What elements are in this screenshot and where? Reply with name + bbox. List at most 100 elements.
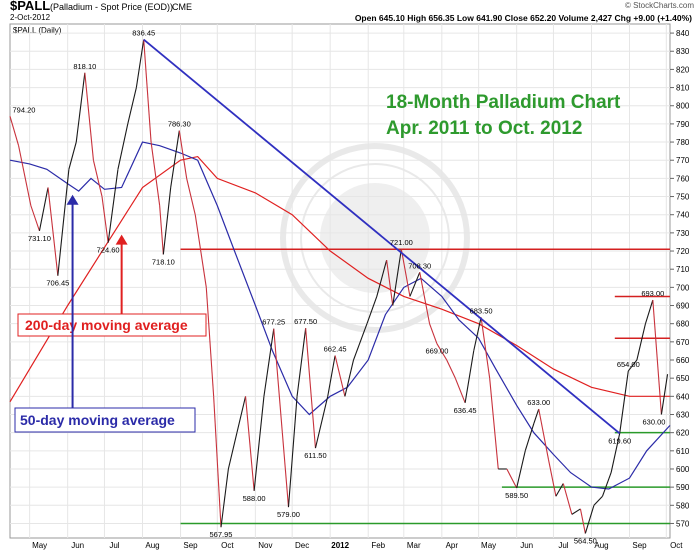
price-segment bbox=[366, 296, 378, 324]
ma50-annotation-label: 50-day moving average bbox=[20, 412, 175, 428]
price-segment bbox=[92, 160, 103, 197]
price-segment bbox=[429, 323, 438, 344]
price-label: 731.10 bbox=[28, 234, 51, 243]
price-segment bbox=[579, 508, 586, 534]
price-segment bbox=[533, 408, 540, 424]
price-segment bbox=[419, 272, 431, 324]
price-segment bbox=[480, 317, 491, 379]
price-segment bbox=[236, 396, 247, 433]
price-segment bbox=[84, 72, 94, 161]
y-tick-label: 720 bbox=[676, 247, 690, 256]
y-tick-label: 700 bbox=[676, 283, 690, 292]
downtrend-line bbox=[143, 38, 621, 435]
price-segment bbox=[584, 505, 595, 534]
date-label: 2-Oct-2012 bbox=[10, 13, 51, 22]
price-segment bbox=[392, 249, 402, 306]
price-label: 589.50 bbox=[505, 491, 528, 500]
ohlc-readout: Open 645.10 High 656.35 Low 641.90 Close… bbox=[355, 13, 692, 23]
symbol-label: $PALL bbox=[10, 0, 50, 13]
x-tick-label: Jul bbox=[109, 541, 119, 550]
y-tick-label: 670 bbox=[676, 338, 690, 347]
price-segment bbox=[516, 450, 526, 489]
price-label: 633.00 bbox=[527, 398, 550, 407]
x-tick-label: Jun bbox=[71, 541, 84, 550]
price-label: 724.60 bbox=[97, 246, 120, 255]
price-segment bbox=[194, 214, 207, 288]
x-tick-label: Aug bbox=[594, 541, 608, 550]
price-segment bbox=[454, 377, 466, 403]
price-segment bbox=[186, 178, 196, 215]
y-tick-label: 830 bbox=[676, 47, 690, 56]
chart-subtitle: Apr. 2011 to Oct. 2012 bbox=[386, 118, 582, 139]
price-segment bbox=[314, 396, 329, 449]
price-segment bbox=[170, 130, 180, 188]
y-tick-label: 570 bbox=[676, 519, 690, 528]
price-segment bbox=[619, 370, 629, 434]
price-segment bbox=[68, 141, 77, 170]
y-tick-label: 800 bbox=[676, 102, 690, 111]
price-segment bbox=[127, 87, 137, 125]
price-label: 718.10 bbox=[152, 257, 175, 266]
price-segment bbox=[436, 343, 448, 361]
price-label: 630.00 bbox=[643, 417, 666, 426]
price-segment bbox=[489, 378, 499, 470]
price-segment bbox=[135, 39, 145, 88]
price-label: 677.25 bbox=[262, 318, 285, 327]
price-segment bbox=[18, 145, 32, 206]
ma200-annotation-label: 200-day moving average bbox=[25, 317, 188, 333]
x-tick-label: Apr bbox=[446, 541, 459, 550]
price-segment bbox=[400, 249, 411, 297]
price-label: 588.00 bbox=[243, 494, 266, 503]
price-segment bbox=[562, 483, 573, 515]
price-segment bbox=[571, 508, 581, 515]
y-tick-label: 610 bbox=[676, 447, 690, 456]
price-segment bbox=[464, 350, 475, 403]
price-label: 662.45 bbox=[324, 345, 347, 354]
price-segment bbox=[305, 328, 317, 449]
price-label: 794.20 bbox=[13, 105, 36, 114]
y-tick-label: 690 bbox=[676, 302, 690, 311]
price-label: 677.50 bbox=[294, 317, 317, 326]
ma50-arrow-head bbox=[66, 194, 79, 205]
x-tick-label: Sep bbox=[183, 541, 198, 550]
x-tick-label: Mar bbox=[407, 541, 421, 550]
price-segment bbox=[281, 432, 290, 508]
price-segment bbox=[162, 187, 172, 255]
price-label: 836.45 bbox=[132, 29, 155, 38]
x-tick-label: May bbox=[32, 541, 47, 550]
ma200-annotation-box bbox=[17, 313, 207, 337]
y-tick-label: 840 bbox=[676, 29, 690, 38]
price-segment bbox=[602, 472, 612, 497]
price-segment bbox=[506, 468, 518, 489]
y-tick-label: 770 bbox=[676, 156, 690, 165]
price-segment bbox=[38, 187, 49, 231]
price-segment bbox=[75, 72, 86, 143]
price-segment bbox=[57, 169, 70, 276]
y-tick-label: 790 bbox=[676, 120, 690, 129]
price-segment bbox=[409, 272, 421, 297]
price-label: 683.50 bbox=[470, 306, 493, 315]
price-segment bbox=[159, 205, 164, 255]
price-segment bbox=[30, 205, 40, 232]
y-tick-label: 620 bbox=[676, 429, 690, 438]
price-label: 654.00 bbox=[617, 360, 640, 369]
price-segment bbox=[287, 396, 298, 508]
price-label: 786.30 bbox=[168, 120, 191, 129]
price-segment bbox=[610, 433, 621, 473]
price-segment bbox=[636, 323, 646, 361]
price-label: 721.00 bbox=[390, 238, 413, 247]
price-segment bbox=[473, 317, 482, 352]
price-segment bbox=[213, 396, 222, 528]
y-tick-label: 710 bbox=[676, 265, 690, 274]
x-tick-label: May bbox=[481, 541, 496, 550]
y-tick-label: 680 bbox=[676, 320, 690, 329]
price-segment bbox=[107, 169, 119, 243]
x-tick-label: Jun bbox=[520, 541, 533, 550]
y-tick-label: 580 bbox=[676, 501, 690, 510]
price-segment bbox=[101, 196, 109, 243]
price-label: 579.00 bbox=[277, 510, 300, 519]
price-label: 669.00 bbox=[425, 347, 448, 356]
x-tick-label: Oct bbox=[670, 541, 683, 550]
exchange-label: CME bbox=[172, 2, 192, 12]
price-segment bbox=[117, 123, 129, 170]
